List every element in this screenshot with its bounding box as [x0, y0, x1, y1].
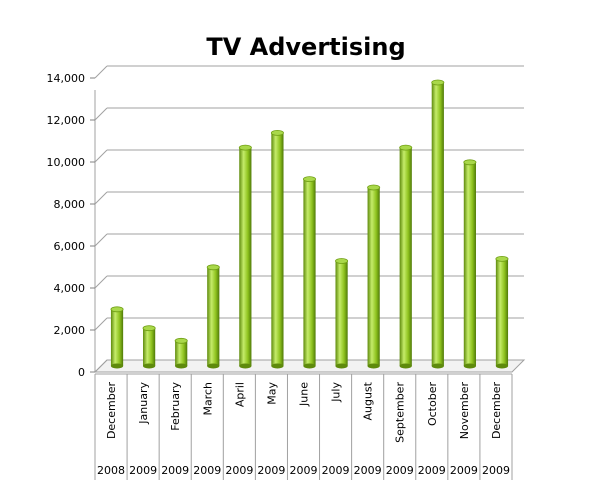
bar: [335, 258, 349, 369]
x-year-label: 2009: [450, 464, 478, 477]
bars: [110, 79, 509, 369]
x-year-label: 2008: [97, 464, 125, 477]
bar-base: [110, 363, 124, 369]
bar-base: [335, 363, 348, 369]
bar-base: [463, 363, 476, 369]
bar-base: [367, 363, 380, 369]
bar-base: [207, 363, 220, 369]
x-year-label: 2009: [322, 464, 350, 477]
x-axis-labels: December 2008 January 2009 February 2009 March…: [94, 373, 513, 480]
x-tick-label: July: [330, 382, 343, 403]
bar-body: [239, 147, 252, 366]
x-year-label: 2009: [193, 464, 221, 477]
axis-corner: [94, 359, 108, 373]
bar-body: [335, 261, 348, 366]
x-year-label: 2009: [418, 464, 446, 477]
bar-body: [367, 187, 380, 366]
y-tick-label: 10,000: [47, 156, 86, 169]
bar-top: [270, 129, 284, 136]
x-tick-label: October: [426, 382, 439, 426]
gridline-diagonal: [94, 149, 108, 163]
bar-top: [110, 306, 124, 313]
bar: [495, 255, 509, 369]
bar-body: [303, 179, 316, 366]
x-tick-label: December: [490, 382, 503, 440]
x-year-label: 2009: [129, 464, 157, 477]
y-tick-label: 4,000: [54, 282, 86, 295]
bar-top: [367, 184, 381, 191]
x-tick-label: February: [169, 382, 182, 431]
bar-body: [110, 309, 124, 366]
x-tick-label: August: [362, 381, 375, 420]
x-tick-label: May: [265, 382, 278, 405]
x-year-label: 2009: [354, 464, 382, 477]
gridline-diagonal: [94, 275, 108, 289]
gridline-diagonal: [94, 233, 108, 247]
bar: [206, 264, 220, 369]
x-tick-label: September: [394, 382, 407, 443]
bar: [142, 325, 156, 369]
bar: [303, 176, 316, 369]
x-year-label: 2009: [257, 464, 285, 477]
axes: 0 2,000 4,000 6,000 8,000 10,000 12,000 14,000: [47, 65, 526, 379]
bar-base: [175, 363, 188, 369]
bar: [238, 144, 252, 369]
bar-base: [303, 363, 316, 369]
bar-body: [495, 258, 509, 366]
x-year-label: 2009: [225, 464, 253, 477]
bar: [431, 79, 445, 369]
bar-base: [399, 363, 412, 369]
x-year-label: 2009: [386, 464, 414, 477]
bar-top: [431, 79, 445, 86]
bar-top: [399, 144, 413, 151]
bar: [463, 159, 477, 369]
bar-top: [335, 258, 349, 264]
x-year-label: 2009: [290, 464, 318, 477]
bar-base: [431, 363, 444, 369]
y-tick-label: 6,000: [54, 240, 86, 253]
y-tick-label: 2,000: [54, 324, 86, 337]
x-tick-label: June: [298, 382, 311, 407]
chart-title: TV Advertising: [206, 33, 405, 61]
bar-top: [142, 325, 156, 332]
y-tick-label: 8,000: [54, 198, 86, 211]
bar-body: [143, 328, 156, 366]
x-year-label: 2009: [161, 464, 189, 477]
x-tick-label: January: [137, 382, 150, 425]
bar: [367, 184, 381, 369]
bar-top: [238, 144, 252, 151]
bar-top: [303, 176, 316, 183]
x-year-label: 2009: [482, 464, 510, 477]
bar: [110, 306, 124, 369]
bar: [174, 337, 188, 369]
y-tick-label: 12,000: [47, 114, 86, 127]
bar-base: [495, 363, 509, 369]
bar-top: [463, 159, 477, 166]
bar-body: [463, 162, 476, 366]
bar-body: [175, 340, 188, 366]
bar-top: [174, 337, 188, 344]
bar-body: [207, 267, 220, 366]
bar-top: [206, 264, 220, 271]
bar: [399, 144, 413, 369]
gridline-diagonal: [94, 107, 108, 121]
gridline-diagonal: [94, 65, 108, 79]
x-tick-label: December: [105, 382, 118, 440]
x-tick-label: November: [458, 382, 471, 440]
bar-body: [271, 132, 284, 366]
x-tick-label: March: [201, 382, 214, 416]
gridline-diagonal: [94, 317, 108, 331]
bar: [270, 129, 284, 369]
bar-base: [239, 363, 252, 369]
bar-base: [143, 363, 156, 369]
bar-body: [431, 82, 444, 366]
bar-body: [399, 147, 412, 366]
gridline-diagonal: [94, 191, 108, 205]
bar-base: [271, 363, 284, 369]
y-tick-label: 14,000: [47, 72, 86, 85]
bar-top: [495, 255, 509, 262]
y-tick-label: 0: [78, 366, 85, 379]
x-tick-label: April: [233, 382, 246, 407]
